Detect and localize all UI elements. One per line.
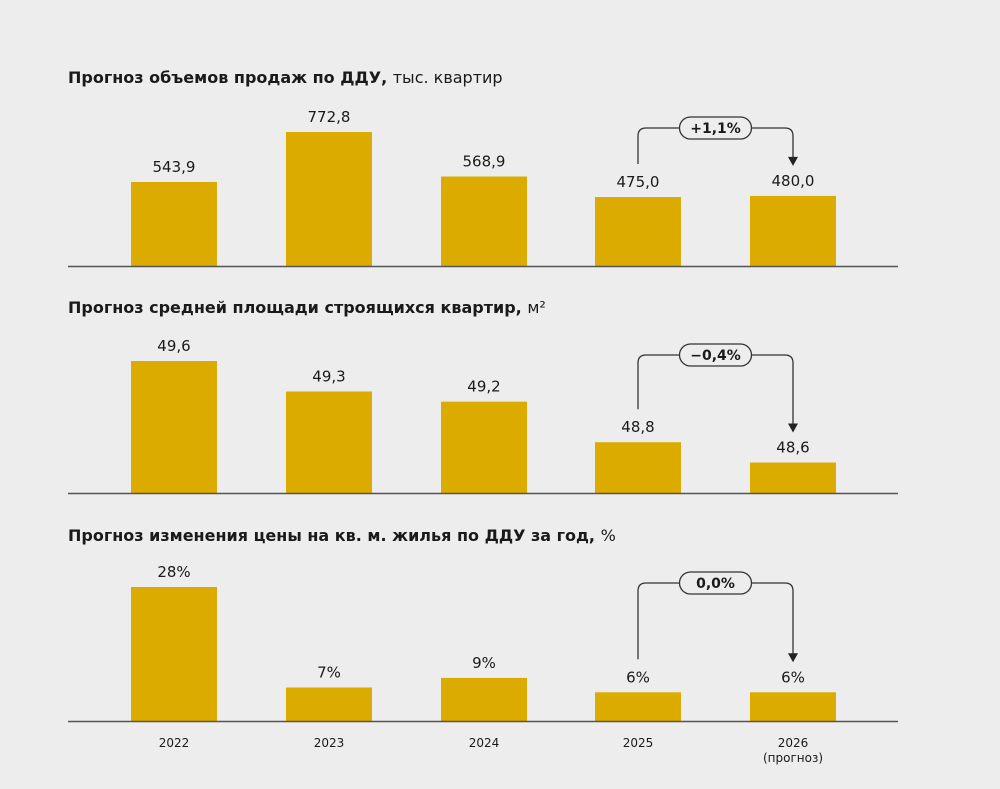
- unit-text: м²: [527, 298, 546, 317]
- bar-2023: [286, 132, 372, 266]
- arrowhead-icon: [788, 156, 798, 166]
- data-label: 48,8: [621, 418, 654, 436]
- unit-text: тыс. квартир: [392, 68, 503, 87]
- year-text: 2026: [777, 736, 809, 750]
- data-label: 772,8: [308, 108, 351, 126]
- change-badge: [678, 116, 753, 140]
- data-label: 480,0: [772, 172, 815, 190]
- bar-2022: [131, 361, 217, 493]
- panel-3-title: Прогноз изменения цены на кв. м. жилья п…: [68, 526, 616, 545]
- bar-2025: [595, 197, 681, 266]
- title-text: Прогноз средней площади строящихся кварт…: [68, 298, 522, 317]
- data-label: 48,6: [776, 439, 809, 457]
- change-badge-label: +1,1%: [690, 121, 741, 137]
- data-label: 49,6: [157, 337, 190, 355]
- title-text: Прогноз изменения цены на кв. м. жилья п…: [68, 526, 595, 545]
- bar-2025: [595, 442, 681, 493]
- arrowhead-icon: [788, 653, 798, 663]
- x-label-2026: 2026 (прогноз): [733, 736, 853, 766]
- change-badge-label: 0,0%: [696, 576, 735, 592]
- bar-2023: [286, 391, 372, 493]
- x-label-2022: 2022: [158, 736, 190, 750]
- data-label: 543,9: [153, 158, 196, 176]
- bar-2025: [595, 692, 681, 721]
- change-badge: [678, 571, 753, 595]
- panel-1-title: Прогноз объемов продаж по ДДУ, тыс. квар…: [68, 68, 503, 87]
- change-badge-label: −0,4%: [690, 348, 741, 364]
- bar-2026: [750, 195, 836, 266]
- data-label: 9%: [472, 654, 496, 672]
- forecast-note: (прогноз): [762, 751, 824, 765]
- x-label-2025: 2025: [622, 736, 654, 750]
- bar-2024: [441, 176, 527, 266]
- bar-2024: [441, 401, 527, 493]
- bar-2024: [441, 677, 527, 721]
- unit-text: %: [600, 526, 616, 545]
- arrowhead-icon: [788, 423, 798, 433]
- bar-2026: [750, 462, 836, 493]
- data-label: 49,2: [467, 378, 500, 396]
- data-label: 568,9: [463, 153, 506, 171]
- data-label: 7%: [317, 664, 341, 682]
- title-text: Прогноз объемов продаж по ДДУ,: [68, 68, 388, 87]
- data-label: 28%: [157, 563, 190, 581]
- data-label: 6%: [781, 668, 805, 686]
- bar-2026: [750, 692, 836, 721]
- panel-2-title: Прогноз средней площади строящихся кварт…: [68, 298, 546, 317]
- data-label: 475,0: [617, 173, 660, 191]
- x-label-2024: 2024: [468, 736, 500, 750]
- bar-2022: [131, 181, 217, 266]
- data-label: 49,3: [312, 367, 345, 385]
- data-label: 6%: [626, 668, 650, 686]
- change-badge: [678, 343, 753, 367]
- bar-2023: [286, 687, 372, 721]
- bar-2022: [131, 587, 217, 721]
- x-label-2023: 2023: [313, 736, 345, 750]
